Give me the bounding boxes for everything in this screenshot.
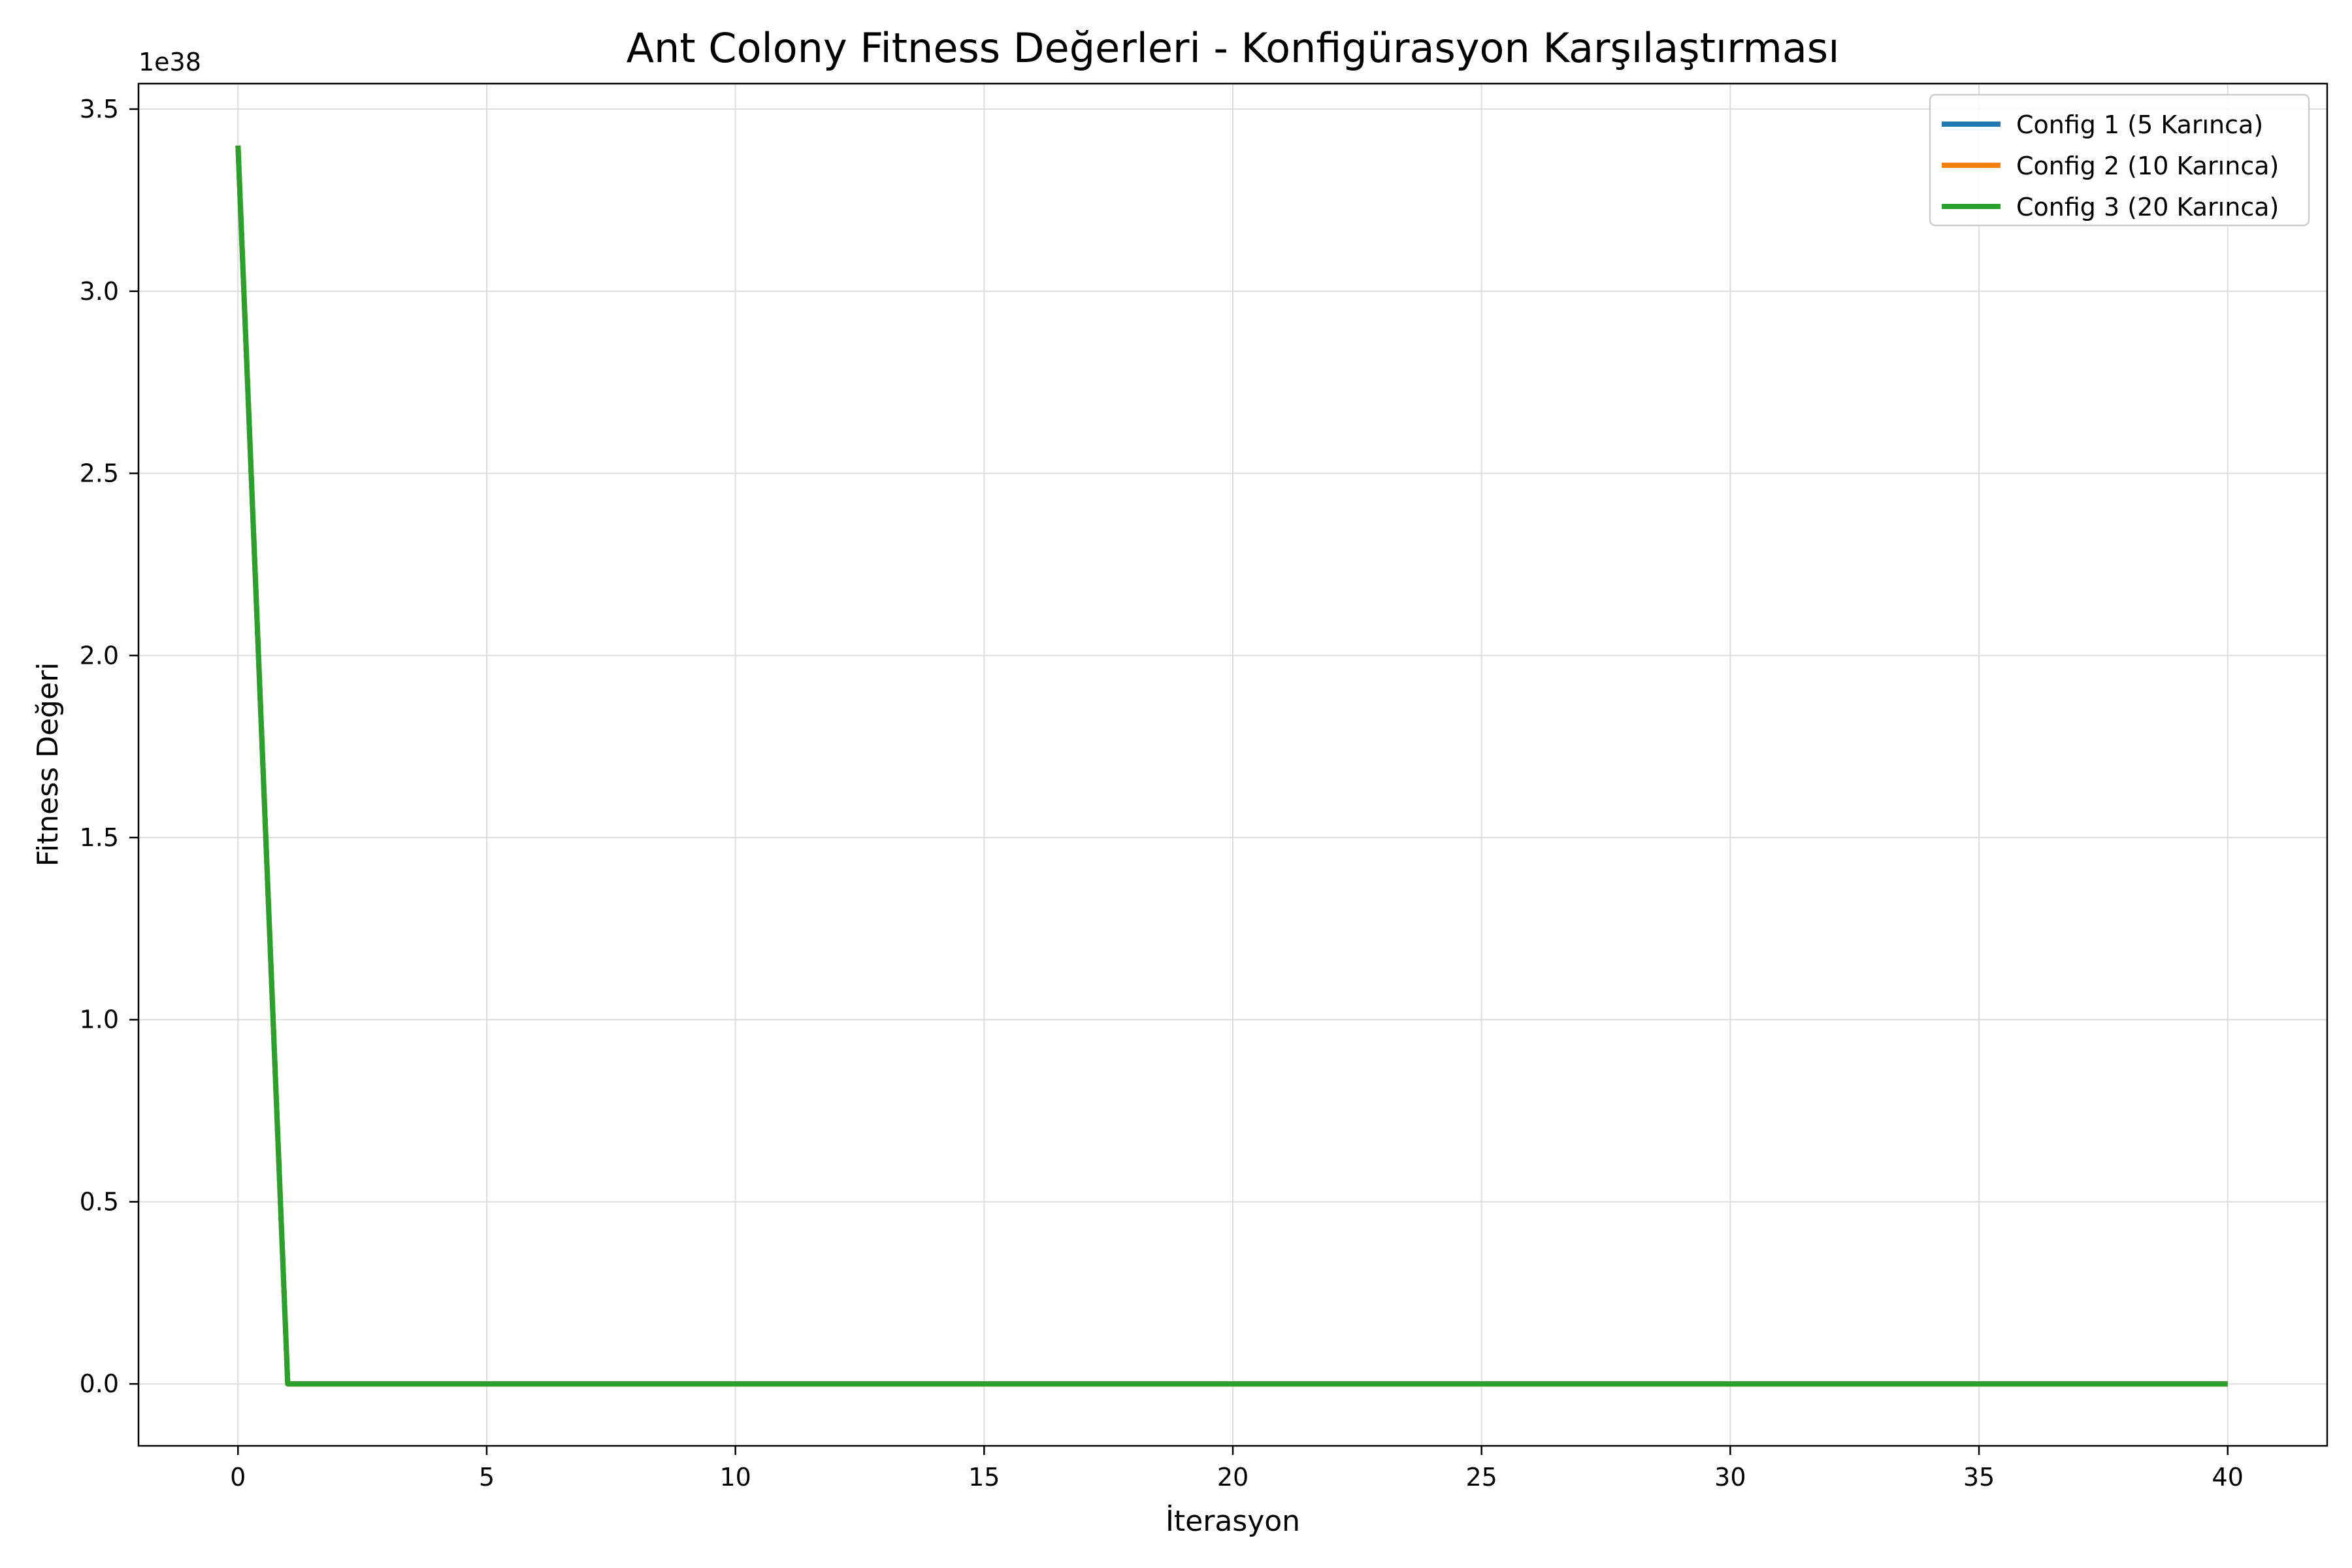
legend-label-3: Config 3 (20 Karınca) (2016, 193, 2279, 221)
y-tick-label: 0.0 (80, 1369, 119, 1398)
series-line-3 (235, 145, 2228, 1387)
y-tick-label: 1.5 (80, 823, 119, 852)
x-tick-label: 25 (1466, 1463, 1497, 1492)
series-layer (235, 145, 2228, 1387)
y-axis-label: Fitness Değeri (31, 662, 65, 867)
legend-label-2: Config 2 (10 Karınca) (2016, 152, 2279, 180)
y-axis: 0.0 0.5 1.0 1.5 2.0 2.5 3.0 3.5 (80, 95, 139, 1398)
legend-label-1: Config 1 (5 Karınca) (2016, 110, 2263, 139)
x-axis-label: İterasyon (1166, 1504, 1300, 1538)
legend-box (1929, 93, 2310, 227)
y-offset-label: 1e38 (139, 48, 201, 76)
chart-title: Ant Colony Fitness Değerleri - Konfigüra… (627, 24, 1840, 72)
x-tick-label: 15 (968, 1463, 1000, 1492)
x-axis: 0 5 10 15 20 25 30 35 40 (230, 1446, 2244, 1492)
x-tick-label: 10 (719, 1463, 751, 1492)
x-tick-label: 35 (1963, 1463, 1995, 1492)
y-tick-label: 3.0 (80, 277, 119, 306)
y-tick-label: 0.5 (80, 1187, 119, 1216)
grid (139, 84, 2327, 1446)
y-tick-label: 2.0 (80, 641, 119, 670)
x-tick-label: 0 (230, 1463, 246, 1492)
x-tick-label: 40 (2212, 1463, 2244, 1492)
y-tick-label: 1.0 (80, 1005, 119, 1034)
x-tick-label: 5 (479, 1463, 495, 1492)
x-tick-label: 20 (1217, 1463, 1249, 1492)
y-tick-label: 3.5 (80, 95, 119, 123)
x-tick-label: 30 (1714, 1463, 1746, 1492)
y-tick-label: 2.5 (80, 459, 119, 488)
legend: Config 1 (5 Karınca) Config 2 (10 Karınca… (1929, 93, 2310, 227)
